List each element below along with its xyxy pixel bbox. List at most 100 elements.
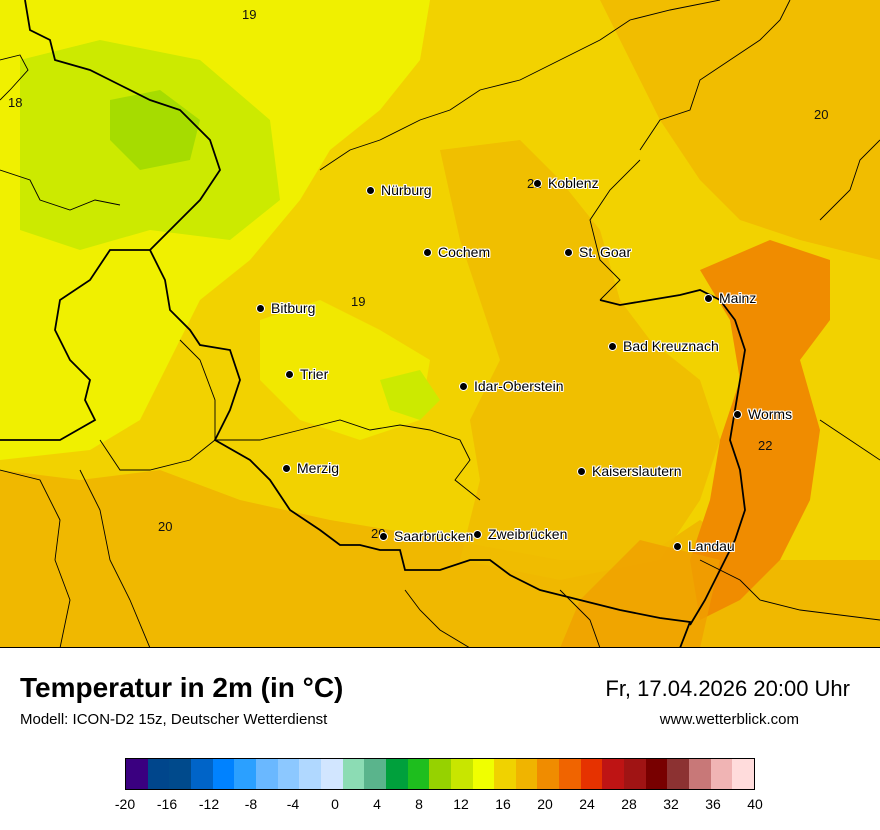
colorbar-segment	[299, 759, 321, 789]
colorbar-segment	[234, 759, 256, 789]
field-warm-northeast	[600, 0, 880, 260]
field-hot-rhine	[690, 240, 830, 620]
city-marker-cochem[interactable]: Cochem	[423, 244, 490, 260]
city-name: Merzig	[297, 460, 340, 476]
colorbar-tick-label: 28	[621, 796, 637, 812]
temperature-map[interactable]: 19 18 20 21 19 22 20 20 Nürburg Koblenz …	[0, 0, 880, 648]
isotherm-label: 19	[242, 7, 257, 22]
map-title: Temperatur in 2m (in °C)	[20, 672, 344, 703]
colorbar-tick-label: -16	[156, 796, 178, 812]
city-name: Cochem	[438, 244, 491, 260]
colorbar-segment	[320, 759, 343, 789]
colorbar-tick-label: 20	[537, 796, 553, 812]
colorbar-tick-label: -12	[198, 796, 220, 812]
city-dot-icon	[366, 185, 375, 195]
colorbar-segment	[429, 759, 451, 789]
colorbar-segment	[710, 759, 733, 789]
city-name: Zweibrücken	[488, 526, 568, 542]
city-dot-icon	[577, 466, 586, 476]
isotherm-label: 22	[758, 438, 773, 453]
city-marker-merzig[interactable]: Merzig	[282, 460, 339, 476]
field-cool-center	[260, 300, 430, 440]
colorbar-segment	[364, 759, 386, 789]
city-marker-nuerburg[interactable]: Nürburg	[366, 182, 432, 198]
city-marker-zweibruecken[interactable]: Zweibrücken	[473, 526, 567, 542]
city-dot-icon	[256, 303, 265, 313]
city-marker-bitburg[interactable]: Bitburg	[256, 300, 315, 316]
city-name: Nürburg	[381, 182, 432, 198]
isotherm-label: 20	[814, 107, 829, 122]
city-name: Worms	[748, 406, 793, 422]
city-dot-icon	[733, 409, 742, 419]
colorbar-tick-label: 12	[453, 796, 469, 812]
colorbar-tick-label: 4	[373, 796, 381, 812]
colorbar-segment	[277, 759, 300, 789]
colorbar-segment	[126, 759, 148, 789]
website-link[interactable]: www.wetterblick.com	[659, 711, 799, 728]
colorbar-segment	[580, 759, 603, 789]
colorbar-segment	[385, 759, 408, 789]
colorbar-segment	[407, 759, 430, 789]
city-dot-icon	[704, 293, 713, 303]
colorbar-segment	[537, 759, 560, 789]
city-name: Mainz	[719, 290, 757, 306]
city-marker-kaiserslautern[interactable]: Kaiserslautern	[577, 463, 682, 479]
colorbar-segment	[645, 759, 668, 789]
model-source: Modell: ICON-D2 15z, Deutscher Wetterdie…	[20, 711, 328, 728]
colorbar-segment	[472, 759, 495, 789]
city-name: St. Goar	[579, 244, 632, 260]
colorbar-segment	[559, 759, 581, 789]
city-dot-icon	[608, 341, 617, 351]
colorbar-segment	[212, 759, 235, 789]
isotherm-label: 19	[351, 294, 366, 309]
city-marker-worms[interactable]: Worms	[733, 406, 792, 422]
city-name: Landau	[688, 538, 735, 554]
temperature-colorbar	[125, 758, 755, 790]
city-marker-idar-oberstein[interactable]: Idar-Oberstein	[459, 378, 563, 394]
colorbar-tick-label: -4	[286, 796, 300, 812]
city-name: Bitburg	[271, 300, 316, 316]
city-name: Idar-Oberstein	[474, 378, 564, 394]
city-marker-mainz[interactable]: Mainz	[704, 290, 756, 306]
colorbar-segment	[255, 759, 278, 789]
colorbar-segment	[190, 759, 213, 789]
city-dot-icon	[459, 381, 468, 391]
colorbar-tick-label: 8	[415, 796, 423, 812]
colorbar-segment	[689, 759, 711, 789]
colorbar-tick-label: 36	[705, 796, 721, 812]
city-name: Trier	[300, 366, 329, 382]
colorbar-segment	[147, 759, 170, 789]
state-borders	[0, 0, 746, 647]
colorbar-segment	[494, 759, 516, 789]
isotherm-label: 18	[8, 95, 23, 110]
city-marker-landau[interactable]: Landau	[673, 538, 735, 554]
colorbar-segment	[667, 759, 690, 789]
city-name: Bad Kreuznach	[623, 338, 719, 354]
district-boundaries	[0, 0, 880, 647]
city-marker-trier[interactable]: Trier	[285, 366, 328, 382]
colorbar-tick-label: 0	[331, 796, 339, 812]
colorbar-segment	[624, 759, 646, 789]
colorbar-ticks: -20 -16 -12 -8 -4 0 4 8 12 16 20 24 28 32 36 40	[115, 796, 763, 816]
forecast-datetime: Fr, 17.04.2026 20:00 Uhr	[605, 676, 850, 701]
city-dot-icon	[423, 247, 432, 257]
colorbar-tick-label: 16	[495, 796, 511, 812]
city-marker-saarbruecken[interactable]: Saarbrücken	[379, 528, 479, 544]
city-dot-icon	[282, 463, 291, 473]
city-marker-koblenz[interactable]: Koblenz	[533, 175, 599, 191]
city-marker-st-goar[interactable]: St. Goar	[564, 244, 631, 260]
field-warm-center	[440, 140, 720, 580]
city-name: Kaiserslautern	[592, 463, 682, 479]
city-dot-icon	[564, 247, 573, 257]
temperature-field	[0, 0, 880, 647]
isotherm-label: 20	[158, 519, 173, 534]
colorbar-segment	[450, 759, 473, 789]
colorbar-tick-label: 24	[579, 796, 595, 812]
city-dot-icon	[285, 369, 294, 379]
city-marker-bad-kreuznach[interactable]: Bad Kreuznach	[608, 338, 719, 354]
colorbar-tick-label: 32	[663, 796, 679, 812]
colorbar-segment	[342, 759, 365, 789]
colorbar-tick-label: 40	[747, 796, 763, 812]
colorbar-tick-label: -20	[114, 796, 136, 812]
